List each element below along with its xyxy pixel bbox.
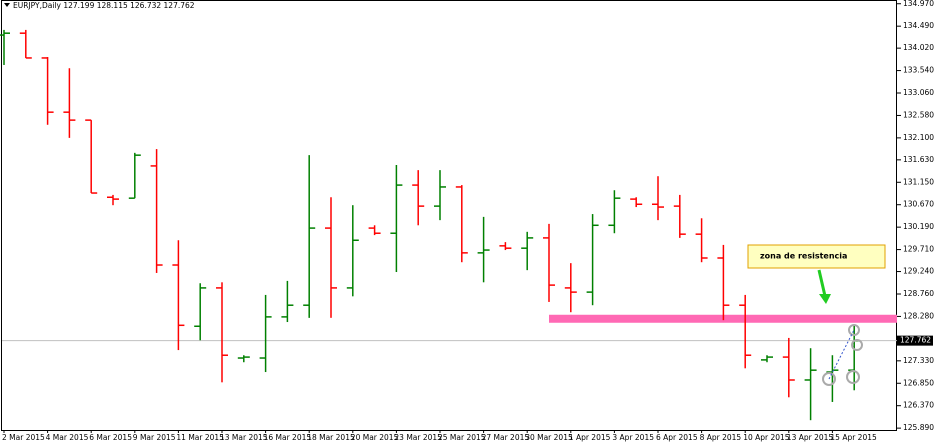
marker-circle — [822, 372, 836, 386]
x-tick-label: 4 Mar 2015 — [46, 433, 89, 442]
annotation-arrowhead — [819, 294, 831, 304]
y-tick-label: 128.760 — [903, 289, 934, 298]
x-tick-label: 30 Mar 2015 — [525, 433, 573, 442]
y-tick-label: 129.240 — [903, 267, 934, 276]
x-tick-label: 6 Mar 2015 — [89, 433, 132, 442]
x-tick-label: 16 Mar 2015 — [264, 433, 312, 442]
x-tick-label: 18 Mar 2015 — [307, 433, 355, 442]
y-tick-label: 132.580 — [903, 110, 934, 119]
x-tick-label: 27 Mar 2015 — [482, 433, 530, 442]
x-tick-label: 1 Apr 2015 — [569, 433, 611, 442]
y-tick-label: 134.490 — [903, 21, 934, 30]
x-tick-label: 2 Mar 2015 — [2, 433, 45, 442]
x-tick-label: 20 Mar 2015 — [351, 433, 399, 442]
y-tick-label: 131.630 — [903, 155, 934, 164]
x-tick-label: 25 Mar 2015 — [438, 433, 486, 442]
x-tick-label: 10 Apr 2015 — [743, 433, 790, 442]
y-tick-label: 129.710 — [903, 245, 934, 254]
current-price-label: 127.762 — [900, 336, 931, 345]
marker-circle — [848, 324, 860, 336]
marker-link — [828, 329, 855, 380]
x-tick-label: 9 Mar 2015 — [133, 433, 176, 442]
y-tick-label: 134.970 — [903, 0, 934, 8]
y-tick-label: 128.280 — [903, 311, 934, 320]
x-tick-label: 11 Mar 2015 — [176, 433, 224, 442]
y-tick-label: 126.850 — [903, 378, 934, 387]
y-tick-label: 133.060 — [903, 88, 934, 97]
x-tick-label: 23 Mar 2015 — [394, 433, 442, 442]
annotation-group: zona de resistencia — [747, 244, 886, 386]
x-tick-label: 6 Apr 2015 — [656, 433, 698, 442]
marker-circle — [851, 339, 863, 351]
y-tick-label: 132.100 — [903, 133, 934, 142]
menu-icon — [4, 3, 10, 7]
chart-title: EURJPY,Daily 127.199 128.115 126.732 127… — [13, 1, 195, 10]
x-tick-label: 13 Apr 2015 — [787, 433, 834, 442]
plot-frame — [1, 0, 897, 431]
y-tick-label: 127.330 — [903, 356, 934, 365]
y-tick-label: 130.670 — [903, 200, 934, 209]
marker-circle — [846, 370, 860, 384]
annotation-arrow — [817, 269, 827, 297]
x-tick-label: 8 Apr 2015 — [700, 433, 742, 442]
y-tick-label: 131.150 — [903, 177, 934, 186]
x-tick-label: 15 Apr 2015 — [830, 433, 877, 442]
y-tick-label: 134.020 — [903, 43, 934, 52]
y-tick-label: 126.370 — [903, 401, 934, 410]
current-price-box — [897, 335, 933, 346]
x-tick-label: 3 Apr 2015 — [612, 433, 654, 442]
x-tick-label: 13 Mar 2015 — [220, 433, 268, 442]
y-tick-label: 130.190 — [903, 222, 934, 231]
y-tick-label: 133.540 — [903, 66, 934, 75]
annotation-text: zona de resistencia — [760, 252, 847, 261]
y-tick-label: 125.890 — [903, 423, 934, 432]
annotation-box — [747, 244, 886, 269]
